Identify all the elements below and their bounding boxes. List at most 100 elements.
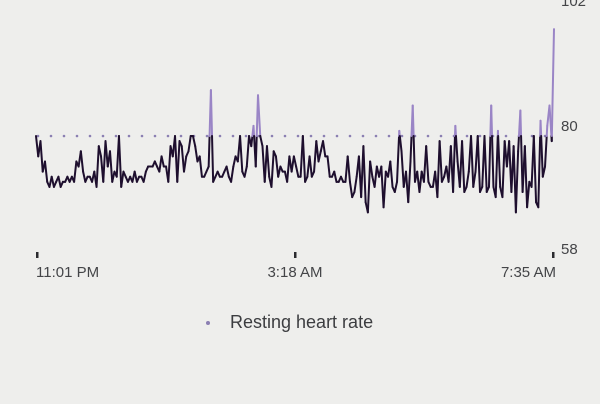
reference-dot [219, 135, 222, 138]
heart-rate-line-segment [354, 177, 356, 192]
heart-rate-line-segment [254, 126, 255, 136]
heart-rate-line-segment [168, 146, 170, 182]
heart-rate-line-segment [489, 136, 490, 187]
heart-rate-line-segment [402, 151, 404, 187]
heart-rate-line-segment [492, 136, 493, 187]
heart-rate-line-segment [45, 161, 47, 181]
heart-rate-line-segment [240, 136, 242, 172]
heart-rate-line-segment [484, 136, 486, 192]
heart-rate-line-segment [426, 146, 428, 182]
heart-rate-line-segment [368, 161, 370, 212]
reference-dot [154, 135, 157, 138]
heart-rate-line-segment [414, 136, 415, 182]
reference-dot [466, 135, 469, 138]
heart-rate-line-segment [81, 151, 83, 171]
heart-rate-line-segment [97, 146, 99, 187]
reference-dot [115, 135, 118, 138]
x-tick-mark [36, 252, 39, 258]
heart-rate-line-segment [456, 136, 458, 161]
x-tick-label-start: 11:01 PM [36, 264, 99, 281]
x-tick-mark [294, 252, 297, 258]
heart-rate-line-segment [260, 136, 262, 146]
reference-dot [76, 135, 79, 138]
x-axis-ticks [36, 252, 555, 258]
heart-rate-line-segment [518, 136, 519, 151]
heart-rate-line-segment [348, 156, 350, 181]
reference-dot [167, 135, 170, 138]
heart-rate-line-segment [334, 172, 336, 182]
heart-rate-line-segment [188, 136, 190, 151]
heart-rate-line-segment [119, 136, 121, 187]
reference-dot [284, 135, 287, 138]
heart-rate-line-segment [294, 156, 296, 166]
heart-rate-line-segment [144, 172, 146, 182]
reference-dot [180, 135, 183, 138]
resting-heart-rate-dotted-line [37, 135, 547, 138]
heart-rate-line-segment [541, 136, 543, 177]
heart-rate-line-segment [209, 136, 210, 167]
x-tick-label-middle: 3:18 AM [267, 264, 322, 281]
heart-rate-line-segment [296, 167, 298, 177]
heart-rate-line-segment [328, 156, 330, 176]
heart-rate-line-segment [455, 126, 456, 136]
reference-dot [232, 135, 235, 138]
heart-rate-line-segment [541, 121, 542, 136]
reference-dot [271, 135, 274, 138]
heart-rate-line-segment [410, 136, 411, 161]
heart-rate-line-segment [395, 182, 397, 192]
heart-rate-line-segment [319, 151, 321, 161]
heart-rate-line-segment [350, 182, 352, 197]
heart-rate-line-segment [390, 161, 392, 186]
reference-dot [63, 135, 66, 138]
reference-dot [388, 135, 391, 138]
heart-rate-line-segment [323, 141, 325, 156]
heart-rate-line-segment [231, 167, 233, 182]
heart-rate-line-segment [193, 136, 195, 146]
heart-rate-line-segment [195, 146, 197, 161]
reference-dot [50, 135, 53, 138]
heart-rate-line-segment [40, 141, 42, 172]
heart-rate-line-segment [496, 136, 498, 197]
heart-rate-line-segment [552, 29, 554, 136]
reference-dot [141, 135, 144, 138]
heart-rate-line-segment [227, 167, 229, 177]
heart-rate-line-segment [408, 161, 410, 202]
x-tick-mark [552, 252, 555, 258]
heart-rate-line-segment [498, 136, 500, 187]
reference-dot [375, 135, 378, 138]
heart-rate-line-segment [547, 126, 548, 136]
legend-dot-icon [206, 321, 210, 325]
reference-dot [440, 135, 443, 138]
x-tick-label-end: 7:35 AM [501, 264, 556, 281]
reference-dot [479, 135, 482, 138]
heart-rate-line-segment [534, 136, 536, 202]
reference-dot [128, 135, 131, 138]
heart-rate-series [36, 29, 554, 212]
reference-dot [297, 135, 300, 138]
heart-rate-line-segment [256, 136, 257, 167]
reference-dot [349, 135, 352, 138]
heart-rate-line-segment [516, 151, 518, 212]
chart-legend: Resting heart rate [206, 312, 373, 333]
heart-rate-line-segment [212, 136, 213, 182]
next-section-heading-cropped [38, 394, 298, 404]
reference-dot [310, 135, 313, 138]
heart-rate-line-segment [251, 136, 252, 146]
heart-rate-line-segment [303, 136, 305, 182]
y-tick-label-middle: 80 [561, 118, 578, 135]
y-tick-label-bottom: 58 [561, 241, 578, 258]
reference-dot [89, 135, 92, 138]
heart-rate-line-segment [545, 136, 547, 167]
heart-rate-line-segment [177, 141, 179, 182]
heart-rate-line-segment [310, 156, 312, 176]
heart-rate-line-segment [520, 111, 521, 136]
y-tick-label-top: 102 [561, 0, 586, 10]
heart-rate-line-segment [363, 146, 365, 202]
heart-rate-line-segment [211, 90, 212, 136]
reference-dot [505, 135, 508, 138]
reference-dot [362, 135, 365, 138]
heart-rate-line-segment [267, 146, 269, 177]
heart-rate-line-segment [491, 105, 492, 136]
reference-dot [401, 135, 404, 138]
